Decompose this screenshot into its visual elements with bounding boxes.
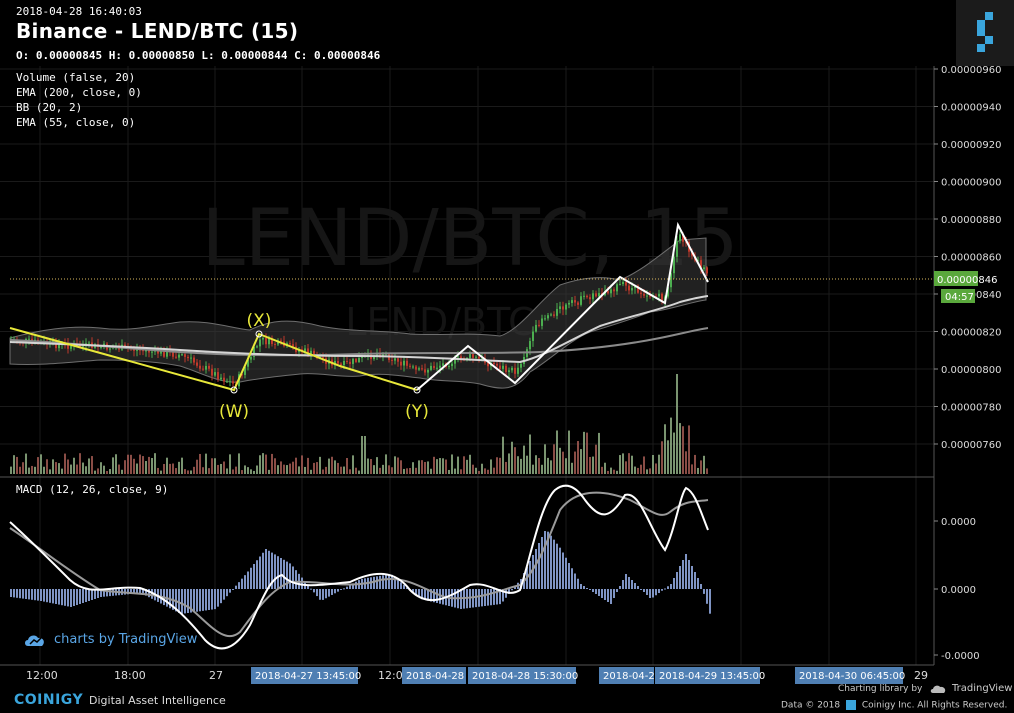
- macd-axis: 0.0000 0.0000 -0.0000: [934, 517, 980, 662]
- current-price-value: 0.00000846: [937, 275, 997, 286]
- price-tick-label: 0.00000800: [941, 365, 1001, 376]
- chart-title: Binance - LEND/BTC (15): [16, 19, 299, 43]
- time-marker-label: 2018-04-30 06:45:00: [799, 671, 905, 682]
- indicator-ema-200[interactable]: EMA (200, close, 0): [16, 86, 142, 99]
- coinigy-logo-icon: [977, 12, 993, 52]
- price-tick-label: 0.00000760: [941, 440, 1001, 451]
- time-marker[interactable]: [251, 667, 358, 684]
- tradingview-link[interactable]: charts by TradingView: [24, 632, 197, 647]
- wave-point-w[interactable]: [230, 386, 238, 394]
- macd-line: [9, 484, 709, 650]
- time-marker[interactable]: [655, 667, 760, 684]
- price-tick-label: 0.00000940: [941, 103, 1001, 114]
- ema-55-line: [9, 295, 709, 364]
- cloud-icon: [25, 635, 44, 646]
- time-tick-label: 12:00: [378, 669, 410, 682]
- wave-label-x: (X): [247, 311, 272, 331]
- data-credit-rights: Coinigy Inc. All Rights Reserved.: [861, 700, 1008, 711]
- coinigy-mini-icon: [846, 700, 856, 710]
- wave-label-y: (Y): [405, 402, 429, 422]
- price-axis[interactable]: 0.00000960 0.00000940 0.00000920 0.00000900…: [934, 65, 1001, 451]
- time-marker[interactable]: [402, 667, 466, 684]
- countdown-value: 04:57: [945, 292, 974, 303]
- wave-point-y[interactable]: [413, 386, 421, 394]
- time-marker-label: 2018-04-2: [603, 671, 655, 682]
- macd-signal-line: [9, 491, 709, 638]
- time-tick-label: 18:00: [114, 669, 146, 682]
- time-marker[interactable]: [468, 667, 576, 684]
- price-tick-label: 0.00000860: [941, 253, 1001, 264]
- time-tick-label: 12:00: [26, 669, 58, 682]
- price-tick-label: 0.00000780: [941, 403, 1001, 414]
- time-marker[interactable]: [795, 667, 903, 684]
- time-marker-label: 2018-04-28 15:30:00: [472, 671, 578, 682]
- time-marker-label: 2018-04-27 13:45:00: [255, 671, 361, 682]
- trend-drawing-line: [416, 221, 709, 391]
- wave-point-x[interactable]: [255, 330, 263, 338]
- cloud-small-icon: [930, 685, 946, 693]
- macd-tick-label: 0.0000: [941, 517, 976, 528]
- chart-timestamp: 2018-04-28 16:40:03: [16, 5, 142, 18]
- price-tick-label: 0.00000820: [941, 328, 1001, 339]
- wave-w-line: [9, 327, 418, 392]
- macd-histogram: [10, 531, 711, 614]
- tradingview-credit-text: TradingView: [952, 683, 1013, 694]
- tradingview-credit[interactable]: TradingView: [930, 683, 1012, 694]
- time-marker-label: 2018-04-29 13:45:00: [659, 671, 765, 682]
- wave-label-w: (W): [219, 402, 249, 422]
- volume-bars: [10, 374, 708, 474]
- price-tick-label: 0.00000880: [941, 215, 1001, 226]
- ema-200-line: [9, 327, 709, 357]
- coinigy-brand: COINIGY: [14, 692, 84, 708]
- indicator-volume[interactable]: Volume (false, 20): [16, 71, 136, 84]
- time-tick-label: 27: [209, 669, 223, 682]
- charting-library-credit: Charting library by: [838, 684, 923, 694]
- indicator-ema-55[interactable]: EMA (55, close, 0): [16, 116, 136, 129]
- price-tick-label: 0.00000920: [941, 140, 1001, 151]
- time-axis[interactable]: 12:00 18:00 27 12:00 2018-04-27 13:45:00 2018…: [26, 667, 928, 684]
- coinigy-tagline: Digital Asset Intelligence: [89, 694, 226, 707]
- macd-tick-label: 0.0000: [941, 585, 976, 596]
- tradingview-text: charts by TradingView: [54, 632, 198, 647]
- macd-tick-label: -0.0000: [941, 651, 980, 662]
- data-credit-year: Data © 2018: [781, 700, 841, 711]
- countdown-tag: [941, 289, 975, 303]
- coinigy-logo: [956, 0, 1014, 66]
- ohlc-readout: O: 0.00000845 H: 0.00000850 L: 0.0000084…: [16, 49, 381, 62]
- time-tick-end: 29: [914, 669, 928, 682]
- price-tick-label: 0.00000900: [941, 178, 1001, 189]
- current-price-tag: [934, 271, 978, 286]
- time-marker-label: 2018-04-28: [406, 671, 464, 682]
- data-credit: Data © 2018 Coinigy Inc. All Rights Rese…: [781, 700, 1007, 711]
- indicator-bb[interactable]: BB (20, 2): [16, 101, 83, 114]
- indicator-macd[interactable]: MACD (12, 26, close, 9): [16, 483, 169, 496]
- time-marker[interactable]: [599, 667, 654, 684]
- price-tick-label: 0.00000960: [941, 65, 1001, 76]
